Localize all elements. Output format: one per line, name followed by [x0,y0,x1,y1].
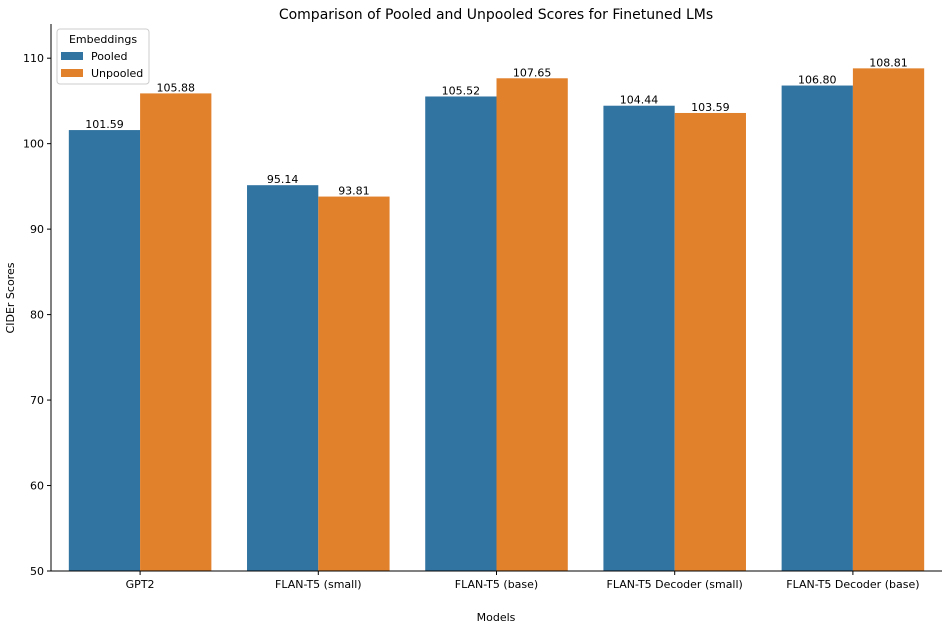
data-label-unpooled-3: 103.59 [691,101,730,114]
bar-pooled-1 [247,185,319,571]
y-tick-label-80: 80 [30,309,44,322]
data-label-pooled-3: 104.44 [620,94,659,107]
y-tick-label-50: 50 [30,565,44,578]
bar-unpooled-2 [496,78,568,572]
data-label-pooled-2: 105.52 [442,84,481,97]
x-tick-label-0: GPT2 [126,578,155,591]
y-tick-label-100: 100 [23,138,44,151]
chart-title: Comparison of Pooled and Unpooled Scores… [279,7,713,23]
data-label-unpooled-2: 107.65 [513,66,552,79]
data-label-unpooled-1: 93.81 [338,185,370,198]
y-axis-label: CIDEr Scores [4,262,17,333]
data-label-pooled-0: 101.59 [85,118,124,131]
data-label-pooled-1: 95.14 [267,173,299,186]
x-tick-label-4: FLAN-T5 Decoder (base) [786,578,919,591]
legend-swatch-pooled [61,52,83,60]
legend: Embeddings Pooled Unpooled [56,28,150,85]
bar-pooled-4 [781,85,853,571]
y-tick-label-90: 90 [30,223,44,236]
legend-label-unpooled: Unpooled [91,67,143,80]
bar-unpooled-0 [140,93,212,571]
legend-title: Embeddings [69,33,137,46]
bars-group [68,68,925,572]
x-tick-label-1: FLAN-T5 (small) [275,578,362,591]
data-label-unpooled-4: 108.81 [869,56,908,69]
x-tick-label-2: FLAN-T5 (base) [455,578,538,591]
y-tick-label-60: 60 [30,480,44,493]
x-axis-label: Models [477,611,516,624]
bar-pooled-2 [425,96,497,571]
bar-pooled-3 [603,105,675,571]
legend-label-pooled: Pooled [91,50,128,63]
bar-unpooled-3 [674,112,746,572]
axes-group: 50 60 70 80 90 100 110 GPT2 FLAN-T5 (small) FLAN-… [23,24,942,591]
data-label-unpooled-0: 105.88 [156,81,195,94]
legend-swatch-unpooled [61,69,83,77]
bar-unpooled-1 [318,196,390,571]
x-tick-label-3: FLAN-T5 Decoder (small) [607,578,743,591]
bar-unpooled-4 [852,68,925,572]
data-label-pooled-4: 106.80 [798,74,837,87]
y-tick-label-70: 70 [30,394,44,407]
bar-pooled-0 [68,130,141,571]
y-tick-label-110: 110 [23,52,44,65]
data-labels-group: 101.59 105.88 95.14 93.81 105.52 107.65 104.44… [85,56,908,197]
